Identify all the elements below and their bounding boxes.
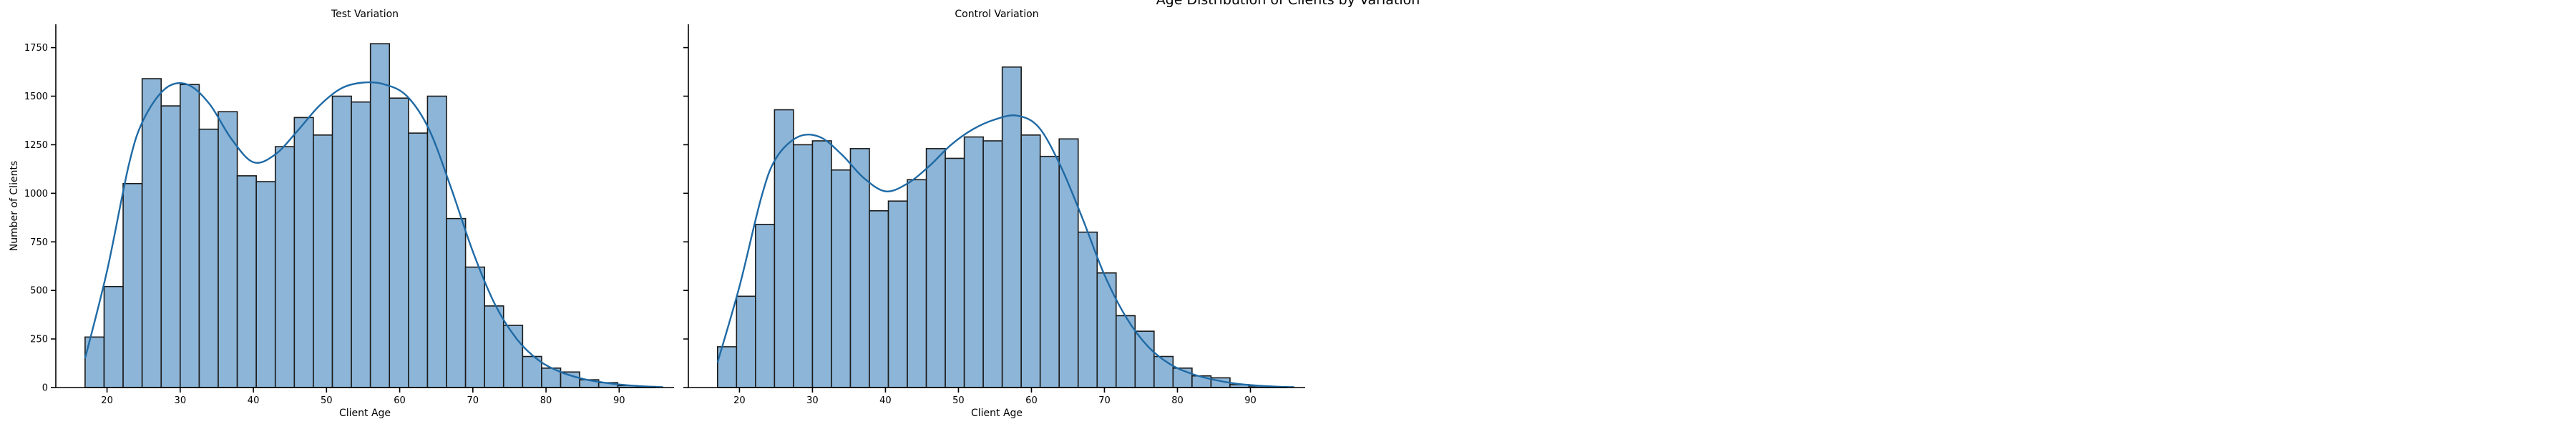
histogram-bar (907, 179, 927, 388)
x-tick-label: 30 (175, 395, 187, 406)
x-tick-label: 90 (1244, 395, 1257, 406)
histogram-bar (389, 97, 409, 388)
kde-curve (84, 81, 663, 388)
y-tick-label: 0 (42, 383, 48, 394)
x-tick-label: 80 (1171, 395, 1184, 406)
histogram-bar (1039, 155, 1060, 388)
histogram-bar (1153, 355, 1174, 388)
histogram-bar (811, 140, 832, 388)
x-tick-label: 30 (806, 395, 819, 406)
histogram-bar (426, 95, 447, 388)
y-tick-label: 1500 (24, 92, 48, 102)
histogram-bar (736, 295, 756, 388)
histogram-bar (293, 117, 314, 388)
panel-title: Control Variation (955, 9, 1038, 20)
x-tick-label: 50 (952, 395, 965, 406)
x-tick-label: 60 (1025, 395, 1038, 406)
x-tick-label: 20 (733, 395, 746, 406)
kde-curve (716, 114, 1294, 388)
histogram-bar (408, 132, 429, 388)
histogram-bar (369, 43, 391, 388)
histogram-bar (793, 144, 814, 388)
y-tick-label: 1000 (24, 189, 48, 199)
y-tick-label: 1250 (24, 140, 48, 151)
histogram-bar (160, 105, 181, 388)
histogram-bar (141, 78, 162, 388)
x-tick-label: 20 (101, 395, 113, 406)
figure-suptitle: Age Distribution of Clients by Variation (1156, 0, 1420, 8)
panel-title: Test Variation (331, 9, 399, 20)
y-tick-label: 750 (30, 237, 48, 248)
histogram-bar (446, 217, 467, 388)
y-tick-label: 1750 (24, 43, 48, 54)
histogram-bar (831, 169, 852, 388)
histogram-bar (1134, 330, 1155, 388)
x-tick-label: 40 (879, 395, 892, 406)
x-axis-label: Client Age (339, 408, 391, 419)
histogram-bar (351, 101, 371, 388)
histogram-bar (180, 84, 200, 388)
x-tick-label: 50 (321, 395, 333, 406)
panel-test-variation: 20 30 40 50 60 70 80 90 0 250 500 750 1000 1250 1500 17… (9, 9, 674, 419)
histogram-bar (464, 266, 485, 388)
histogram-bar (849, 148, 870, 388)
histogram-bar (255, 181, 276, 388)
y-axis-label: Number of Clients (9, 161, 20, 251)
x-tick-label: 40 (248, 395, 260, 406)
histogram-bar (774, 109, 794, 388)
histogram-bar (313, 134, 333, 388)
histogram-bar (331, 95, 352, 388)
histogram-bar (925, 148, 946, 388)
histogram-bar (1020, 134, 1041, 388)
histogram-bar (218, 111, 238, 388)
x-tick-label: 70 (467, 395, 479, 406)
x-axis-label: Client Age (971, 408, 1023, 419)
histogram-bar (963, 136, 984, 388)
histogram-bar (1077, 231, 1098, 388)
x-tick-label: 60 (394, 395, 406, 406)
histogram-bar (103, 285, 124, 388)
histogram-bar (1001, 66, 1022, 388)
histogram-bar (122, 182, 143, 388)
panel-control-variation: 20 30 40 50 60 70 80 90 Control Variation Client … (683, 9, 1305, 419)
histogram-bar (869, 209, 889, 388)
histogram-bar (484, 305, 504, 388)
histogram-bar (982, 140, 1003, 388)
histogram-bar (755, 224, 776, 388)
x-tick-label: 90 (613, 395, 625, 406)
x-tick-label: 70 (1098, 395, 1111, 406)
histogram-bar (1058, 138, 1079, 388)
histogram-bar (236, 175, 257, 388)
x-tick-label: 80 (540, 395, 552, 406)
histogram-bar (887, 200, 908, 388)
histogram-bar (274, 146, 296, 388)
histogram-bar (198, 128, 219, 388)
histogram-bar (560, 371, 580, 388)
histogram-bar (1096, 272, 1117, 388)
histogram-bar (945, 157, 965, 388)
y-tick-label: 250 (30, 335, 48, 345)
y-tick-label: 500 (30, 286, 48, 297)
